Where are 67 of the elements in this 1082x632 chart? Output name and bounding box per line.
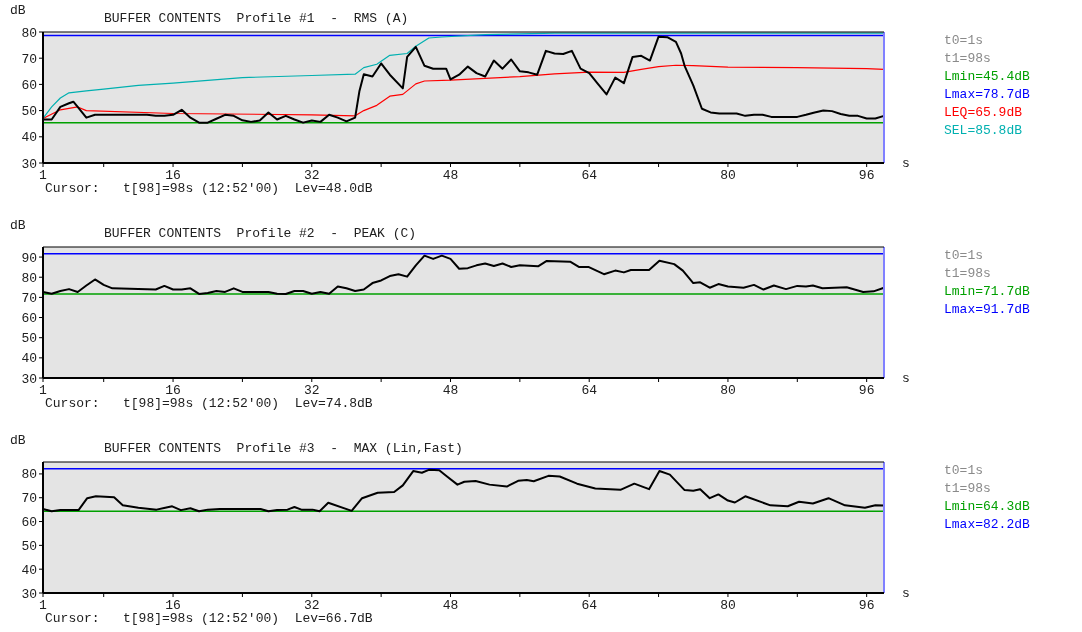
x-tick-label: 80: [720, 383, 736, 398]
y-tick-label: 60: [21, 515, 37, 531]
y-axis-title: dB: [10, 433, 26, 448]
chart-title: BUFFER CONTENTS Profile #2 - PEAK (C): [104, 226, 417, 241]
y-axis-title: dB: [10, 3, 26, 18]
x-tick-label: 64: [581, 383, 598, 398]
y-tick-label: 80: [21, 25, 37, 41]
y-tick-label: 70: [21, 290, 37, 306]
ref-line-label: Lmax=91.7dB: [944, 302, 1031, 317]
x-axis-title: s: [902, 586, 910, 601]
text: t1=98s: [944, 51, 991, 66]
x-tick-label: 64: [581, 598, 598, 613]
x-tick-label: 96: [858, 168, 875, 183]
x-tick-label: 96: [858, 598, 875, 613]
ref-line-label: Lmin=45.4dB: [944, 69, 1031, 84]
x-tick-label: 48: [442, 598, 459, 613]
y-tick-label: 80: [21, 467, 37, 483]
ref-line-label: Lmin=64.3dB: [944, 499, 1031, 514]
y-tick-label: 50: [21, 331, 37, 347]
line-series: [42, 64, 885, 120]
y-axis-title: dB: [10, 218, 26, 233]
y-tick-label: 40: [21, 351, 37, 367]
text: t1=98s: [944, 481, 991, 496]
text: t0=1s: [944, 248, 984, 263]
y-tick-label: 60: [21, 311, 37, 327]
ref-line-label: Lmin=71.7dB: [944, 284, 1031, 299]
ref-line-label: Lmax=78.7dB: [944, 87, 1031, 102]
chart-title: BUFFER CONTENTS Profile #3 - MAX (Lin,Fast): [104, 441, 463, 456]
text: Cursor: t[98]=98s (12:52'00) Lev=74.8dB: [45, 396, 373, 411]
y-tick-label: 30: [21, 371, 37, 387]
text: LEQ=65.9dB: [944, 105, 1023, 120]
y-tick-label: 70: [21, 491, 37, 507]
x-tick-label: 48: [442, 383, 459, 398]
y-tick-label: 70: [21, 51, 37, 67]
text: Cursor: t[98]=98s (12:52'00) Lev=66.7dB: [45, 611, 373, 626]
ref-line-label: Lmax=82.2dB: [944, 517, 1031, 532]
x-tick-label: 16: [165, 598, 181, 613]
x-tick-label: 96: [858, 383, 875, 398]
x-tick-label: 16: [165, 383, 181, 398]
x-tick-label: 64: [581, 168, 598, 183]
y-tick-label: 30: [21, 156, 37, 172]
x-tick-label: 16: [165, 168, 181, 183]
x-tick-label: 32: [303, 598, 320, 613]
x-tick-label: 32: [303, 383, 320, 398]
text: SEL=85.8dB: [944, 123, 1023, 138]
y-tick-label: 60: [21, 77, 37, 93]
y-tick-label: 40: [21, 130, 37, 146]
chart-title: BUFFER CONTENTS Profile #1 - RMS (A): [104, 11, 409, 26]
y-tick-label: 90: [21, 250, 37, 266]
text: Cursor: t[98]=98s (12:52'00) Lev=48.0dB: [45, 181, 373, 196]
y-tick-label: 80: [21, 270, 37, 286]
y-tick-label: 50: [21, 104, 37, 120]
y-tick-label: 40: [21, 562, 37, 578]
x-tick-label: 80: [720, 598, 736, 613]
y-tick-label: 50: [21, 538, 37, 554]
x-tick-label: 80: [720, 168, 736, 183]
x-tick-label: 48: [442, 168, 459, 183]
x-tick-label: 32: [303, 168, 320, 183]
text: t1=98s: [944, 266, 991, 281]
x-tick-label: 1: [39, 598, 48, 613]
x-tick-label: 1: [39, 168, 48, 183]
x-tick-label: 1: [39, 383, 48, 398]
text: t0=1s: [944, 33, 984, 48]
x-axis-title: s: [902, 156, 910, 171]
x-axis-title: s: [902, 371, 910, 386]
text: t0=1s: [944, 463, 984, 478]
y-tick-label: 30: [21, 586, 37, 602]
